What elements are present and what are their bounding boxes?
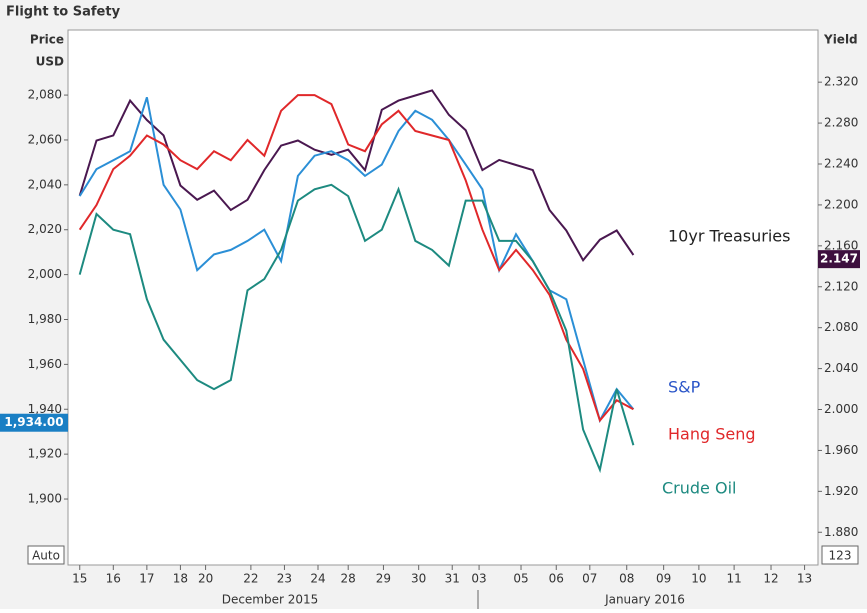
x-tick-label: 07 xyxy=(582,572,597,586)
series-line xyxy=(78,183,635,474)
value-tag-label: 2.147 xyxy=(820,252,858,266)
y2-tick-label: 2.040 xyxy=(824,361,858,375)
value-tag xyxy=(0,413,68,432)
x-tick-label: 18 xyxy=(173,572,188,586)
y2-tick-label: 2.120 xyxy=(824,279,858,293)
x-tick-label: 05 xyxy=(513,572,528,586)
button-label[interactable]: 123 xyxy=(829,549,852,563)
x-tick-label: 24 xyxy=(310,572,325,586)
period-label: December 2015 xyxy=(222,593,319,607)
x-tick-label: 31 xyxy=(445,572,460,586)
y2-axis-label: Yield xyxy=(823,33,858,47)
y2-tick-label: 1.920 xyxy=(824,484,858,498)
value-tag xyxy=(818,250,860,269)
x-tick-label: 28 xyxy=(341,572,356,586)
y-tick-label: 1,940 xyxy=(28,402,62,416)
x-tick-label: 13 xyxy=(797,572,812,586)
value-tag-label: 1,934.00 xyxy=(4,415,63,429)
y2-tick-label: 1.880 xyxy=(824,525,858,539)
x-tick-label: 29 xyxy=(376,572,391,586)
series-line xyxy=(78,89,635,262)
chart-title: Flight to Safety xyxy=(6,5,121,20)
x-tick-label: 06 xyxy=(549,572,564,586)
y-tick-label: 1,960 xyxy=(28,357,62,371)
y2-tick-label: 2.320 xyxy=(824,75,858,89)
y-tick-label: 2,020 xyxy=(28,222,62,236)
button-label[interactable]: Auto xyxy=(32,549,60,563)
y-tick-label: 2,080 xyxy=(28,88,62,102)
y-tick-label: 1,920 xyxy=(28,447,62,461)
x-tick-label: 08 xyxy=(619,572,634,586)
plot-area xyxy=(67,29,819,566)
x-tick-label: 23 xyxy=(277,572,292,586)
y2-tick-label: 2.280 xyxy=(824,116,858,130)
y-axis-label: Price xyxy=(30,33,64,47)
series-label: 10yr Treasuries xyxy=(668,227,790,246)
y2-tick-label: 2.160 xyxy=(824,238,858,252)
y2-tick-label: 1.960 xyxy=(824,443,858,457)
x-tick-label: 10 xyxy=(691,572,706,586)
x-tick-label: 20 xyxy=(198,572,213,586)
x-tick-label: 17 xyxy=(139,572,154,586)
y-axis-label: USD xyxy=(36,55,64,69)
button[interactable] xyxy=(821,545,859,565)
y2-tick-label: 2.200 xyxy=(824,197,858,211)
y2-tick-label: 2.080 xyxy=(824,320,858,334)
y-tick-label: 2,040 xyxy=(28,177,62,191)
x-tick-label: 15 xyxy=(72,572,87,586)
y-tick-label: 1,980 xyxy=(28,312,62,326)
y-tick-label: 2,060 xyxy=(28,132,62,146)
series-line xyxy=(78,94,634,423)
x-tick-label: 12 xyxy=(763,572,778,586)
x-tick-label: 16 xyxy=(106,572,121,586)
button[interactable] xyxy=(27,545,65,565)
y-tick-label: 1,900 xyxy=(28,492,62,506)
y2-tick-label: 2.240 xyxy=(824,157,858,171)
x-tick-label: 30 xyxy=(411,572,426,586)
y2-tick-label: 2.000 xyxy=(824,402,858,416)
x-tick-label: 03 xyxy=(471,572,486,586)
series-label: Hang Seng xyxy=(668,425,756,444)
x-tick-label: 22 xyxy=(243,572,258,586)
period-label: January 2016 xyxy=(604,593,685,607)
series-label: S&P xyxy=(668,378,701,397)
x-tick-label: 11 xyxy=(726,572,741,586)
y-tick-label: 2,000 xyxy=(28,267,62,281)
series-label: Crude Oil xyxy=(662,479,736,498)
x-tick-label: 09 xyxy=(656,572,671,586)
